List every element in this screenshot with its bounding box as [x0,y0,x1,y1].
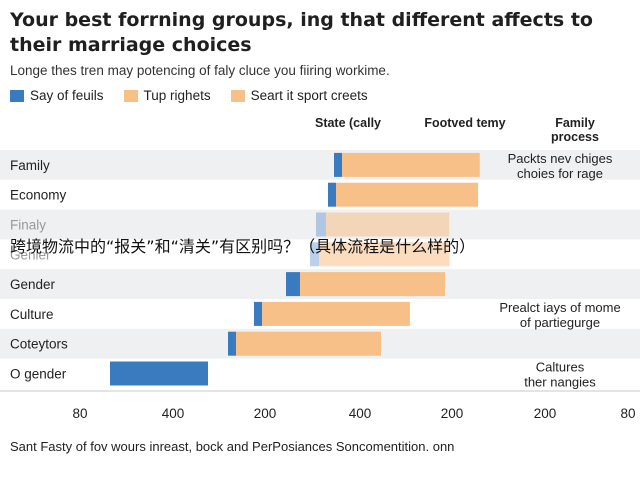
annotation-label: Packts nev chiges [508,151,613,166]
bar [262,301,410,326]
category-label: Economy [10,188,67,203]
bar [336,182,479,207]
bar [110,361,208,386]
bar [228,331,236,356]
legend-swatch [10,89,24,102]
bar [316,212,326,237]
bar [300,272,445,297]
source-text: Sant Fasty of fov wours inreast, bock an… [10,439,455,454]
chart-title: Your best forrning groups, ing that diff… [10,9,593,56]
bar [328,182,336,207]
category-label: Culture [10,307,54,322]
x-tick-label: 80 [72,406,87,421]
chart-subtitle: Longe thes tren may potencing of faly cl… [10,63,390,78]
legend-label: Say of feuils [30,88,104,103]
legend-item: Seart it sport creets [230,88,368,103]
bar [254,301,262,326]
x-tick-label: 200 [254,406,277,421]
column-header: Footved temy [424,116,506,130]
overlay-caption: 跨境物流中的“报关”和“清关”有区别吗？（具体流程是什么样的） [10,237,476,256]
x-tick-label: 400 [349,406,372,421]
x-tick-label: 80 [620,406,635,421]
x-tick-label: 200 [441,406,464,421]
column-header: Family process [551,116,599,144]
column-header: State (cally [314,116,381,130]
legend-item: Tup righets [123,88,211,103]
x-tick-label: 200 [534,406,557,421]
category-label: Family [10,158,50,173]
annotation-label: Caltures [536,360,585,375]
source-note: Sant Fasty of fov wours inreast, bock an… [10,438,454,455]
bar [334,152,342,177]
legend-label: Tup righets [143,88,211,103]
legend-swatch [230,89,245,102]
annotation-label: ther nangies [524,375,596,390]
annotation-label: choies for rage [517,166,603,181]
bar [319,242,450,267]
x-tick-label: 400 [162,406,185,421]
bar [236,331,381,356]
category-label: Genler [10,247,51,262]
annotation-label: of partiegurge [520,315,600,330]
legend: Say of feuils Tup righets Seart it sport… [10,88,368,103]
bar [326,212,450,237]
bar [310,242,319,267]
category-label: Gender [10,277,56,292]
row-band [0,150,640,180]
legend-swatch [123,89,138,102]
legend-item: Say of feuils [10,88,104,103]
category-label: Coteytors [10,337,68,352]
category-label: O gender [10,367,67,382]
bar [286,272,300,297]
category-label: Finaly [10,218,46,233]
row-band [0,209,640,240]
annotation-label: Prealct iays of mome [499,300,620,315]
bar [342,152,480,177]
legend-label: Seart it sport creets [250,88,368,103]
